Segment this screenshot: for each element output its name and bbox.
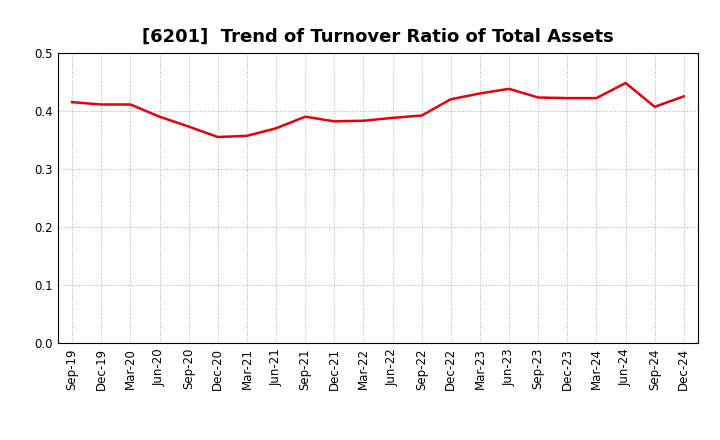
Title: [6201]  Trend of Turnover Ratio of Total Assets: [6201] Trend of Turnover Ratio of Total … bbox=[142, 28, 614, 46]
